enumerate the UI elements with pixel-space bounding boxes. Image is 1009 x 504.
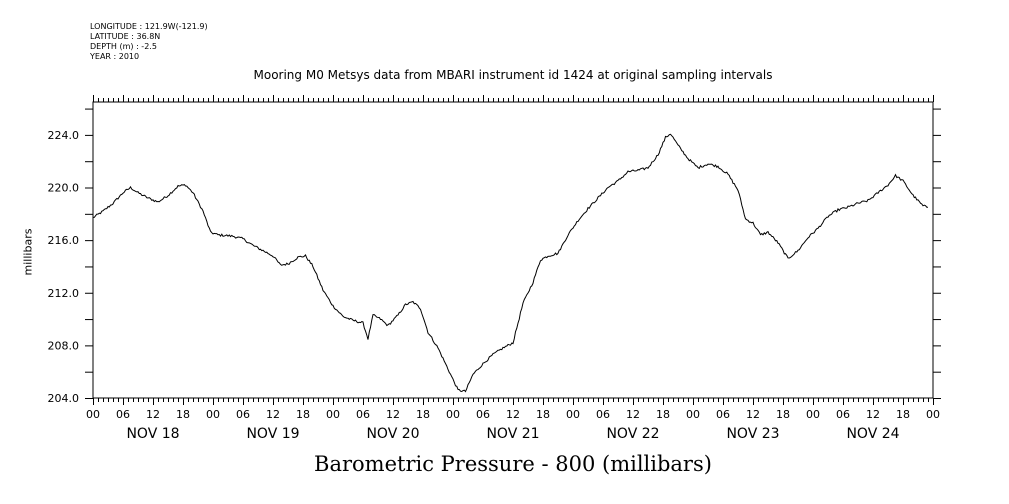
x-tick-label: 12 — [146, 408, 160, 421]
x-day-label: NOV 20 — [366, 426, 419, 442]
y-tick-label: 204.0 — [48, 392, 80, 405]
data-series-line — [93, 133, 928, 393]
x-tick-label: 18 — [536, 408, 550, 421]
meta-year: YEAR : 2010 — [90, 52, 140, 61]
x-tick-label: 00 — [86, 408, 100, 421]
meta-latitude: LATITUDE : 36.8N — [90, 32, 161, 41]
x-tick-label: 12 — [626, 408, 640, 421]
y-tick-label: 220.0 — [48, 182, 80, 195]
metadata-block: LONGITUDE : 121.9W(-121.9) LATITUDE : 36… — [90, 22, 208, 62]
x-tick-label: 18 — [656, 408, 670, 421]
x-tick-label: 06 — [716, 408, 730, 421]
y-tick-label: 208.0 — [48, 339, 80, 352]
y-tick-label: 212.0 — [48, 287, 80, 300]
x-tick-label: 00 — [326, 408, 340, 421]
x-tick-label: 00 — [926, 408, 940, 421]
x-tick-label: 12 — [866, 408, 880, 421]
x-tick-label: 06 — [836, 408, 850, 421]
meta-depth: DEPTH (m) : -2.5 — [90, 42, 157, 51]
x-tick-label: 00 — [566, 408, 580, 421]
x-tick-label: 12 — [386, 408, 400, 421]
x-tick-label: 12 — [266, 408, 280, 421]
chart-title: Mooring M0 Metsys data from MBARI instru… — [253, 68, 773, 82]
meta-longitude: LONGITUDE : 121.9W(-121.9) — [90, 22, 208, 31]
x-day-label: NOV 22 — [606, 426, 659, 442]
x-tick-label: 06 — [236, 408, 250, 421]
x-tick-label: 06 — [116, 408, 130, 421]
x-tick-label: 18 — [416, 408, 430, 421]
x-tick-label: 18 — [896, 408, 910, 421]
x-tick-label: 00 — [806, 408, 820, 421]
x-day-label: NOV 18 — [126, 426, 179, 442]
y-tick-label: 216.0 — [48, 234, 80, 247]
x-day-label: NOV 23 — [726, 426, 779, 442]
x-tick-label: 00 — [686, 408, 700, 421]
x-tick-label: 06 — [356, 408, 370, 421]
x-day-label: NOV 19 — [246, 426, 299, 442]
plot-frame — [92, 101, 934, 399]
y-tick-label: 224.0 — [48, 129, 80, 142]
x-axis-label: Barometric Pressure - 800 (millibars) — [314, 452, 712, 476]
x-tick-label: 00 — [206, 408, 220, 421]
x-tick-label: 18 — [176, 408, 190, 421]
x-tick-label: 06 — [476, 408, 490, 421]
x-tick-label: 12 — [746, 408, 760, 421]
x-day-label: NOV 24 — [846, 426, 899, 442]
x-tick-label: 12 — [506, 408, 520, 421]
x-tick-label: 18 — [776, 408, 790, 421]
x-tick-label: 00 — [446, 408, 460, 421]
x-day-label: NOV 21 — [486, 426, 539, 442]
x-tick-label: 18 — [296, 408, 310, 421]
x-tick-label: 06 — [596, 408, 610, 421]
